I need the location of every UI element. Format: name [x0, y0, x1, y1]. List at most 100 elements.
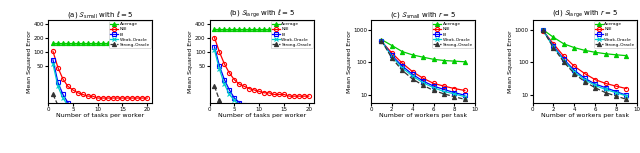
BI: [270, 113, 278, 115]
NBI: [440, 85, 448, 87]
Strong-Oracle: [623, 98, 630, 100]
Weak-Oracle: [461, 96, 468, 98]
Strong-Oracle: [429, 90, 437, 91]
Average: [265, 28, 273, 30]
BI: [245, 107, 253, 109]
BI: [550, 45, 557, 47]
Strong-Oracle: [461, 98, 468, 100]
Average: [49, 42, 57, 44]
BI: [440, 89, 448, 90]
NBI: [419, 77, 427, 79]
NBI: [138, 97, 146, 99]
NBI: [114, 97, 122, 99]
Average: [79, 42, 86, 44]
NBI: [250, 89, 258, 91]
BI: [305, 113, 312, 115]
BI: [114, 118, 122, 120]
BI: [399, 65, 406, 67]
NBI: [265, 92, 273, 94]
BI: [612, 91, 620, 92]
Average: [388, 45, 396, 46]
Average: [300, 28, 308, 30]
Strong-Oracle: [114, 125, 122, 127]
Line: NBI: NBI: [541, 29, 628, 91]
Weak-Oracle: [560, 60, 568, 61]
NBI: [124, 97, 131, 99]
Strong-Oracle: [550, 47, 557, 49]
Strong-Oracle: [225, 111, 233, 113]
BI: [221, 79, 228, 81]
Weak-Oracle: [69, 111, 77, 113]
Strong-Oracle: [54, 104, 62, 106]
BI: [69, 107, 77, 109]
Weak-Oracle: [429, 87, 437, 89]
NBI: [64, 85, 72, 87]
Weak-Oracle: [388, 56, 396, 58]
Average: [69, 42, 77, 44]
NBI: [241, 85, 248, 87]
NBI: [221, 63, 228, 65]
Weak-Oracle: [245, 111, 253, 113]
Strong-Oracle: [216, 99, 223, 101]
NBI: [275, 93, 283, 95]
NBI: [388, 52, 396, 54]
BI: [295, 113, 303, 115]
Weak-Oracle: [241, 107, 248, 109]
Weak-Oracle: [124, 121, 131, 123]
Strong-Oracle: [451, 96, 458, 98]
Line: Strong-Oracle: Strong-Oracle: [51, 92, 149, 128]
X-axis label: Number of workers per task: Number of workers per task: [541, 113, 628, 118]
Strong-Oracle: [295, 121, 303, 123]
Strong-Oracle: [134, 125, 141, 127]
Average: [250, 28, 258, 30]
NBI: [104, 97, 111, 99]
Average: [84, 42, 92, 44]
BI: [560, 58, 568, 60]
BI: [230, 97, 238, 99]
Line: Strong-Oracle: Strong-Oracle: [212, 84, 311, 124]
Average: [129, 42, 136, 44]
Title: (d) $\mathcal{S}_{\mathrm{large}}$ with $r = 5$: (d) $\mathcal{S}_{\mathrm{large}}$ with …: [552, 8, 618, 20]
Average: [290, 28, 298, 30]
Average: [270, 28, 278, 30]
Line: Weak-Oracle: Weak-Oracle: [380, 39, 467, 99]
BI: [285, 113, 292, 115]
Average: [429, 58, 437, 60]
Title: (a) $\mathcal{S}_{\mathrm{small}}$ with $\ell = 5$: (a) $\mathcal{S}_{\mathrm{small}}$ with …: [67, 9, 133, 20]
Strong-Oracle: [570, 73, 578, 75]
Weak-Oracle: [94, 121, 102, 123]
Average: [138, 42, 146, 44]
Strong-Oracle: [265, 121, 273, 123]
Line: BI: BI: [541, 28, 628, 97]
Line: Average: Average: [51, 41, 149, 45]
Strong-Oracle: [79, 121, 86, 123]
NBI: [255, 90, 263, 92]
BI: [79, 113, 86, 115]
Average: [560, 43, 568, 45]
BI: [74, 111, 82, 113]
Strong-Oracle: [300, 121, 308, 123]
Strong-Oracle: [285, 121, 292, 123]
Strong-Oracle: [64, 116, 72, 117]
Line: NBI: NBI: [380, 39, 467, 93]
Average: [225, 28, 233, 30]
BI: [461, 94, 468, 96]
Average: [539, 29, 547, 31]
NBI: [409, 71, 417, 73]
Average: [550, 36, 557, 38]
NBI: [245, 88, 253, 90]
Strong-Oracle: [440, 93, 448, 95]
Weak-Oracle: [221, 83, 228, 85]
BI: [388, 54, 396, 56]
BI: [419, 80, 427, 82]
Average: [280, 28, 288, 30]
Strong-Oracle: [245, 121, 253, 123]
NBI: [270, 93, 278, 95]
Weak-Oracle: [129, 121, 136, 123]
Weak-Oracle: [59, 97, 67, 99]
NBI: [143, 97, 151, 99]
Strong-Oracle: [49, 93, 57, 95]
Y-axis label: Mean Squared Error: Mean Squared Error: [346, 30, 351, 93]
Average: [295, 28, 303, 30]
BI: [138, 118, 146, 120]
